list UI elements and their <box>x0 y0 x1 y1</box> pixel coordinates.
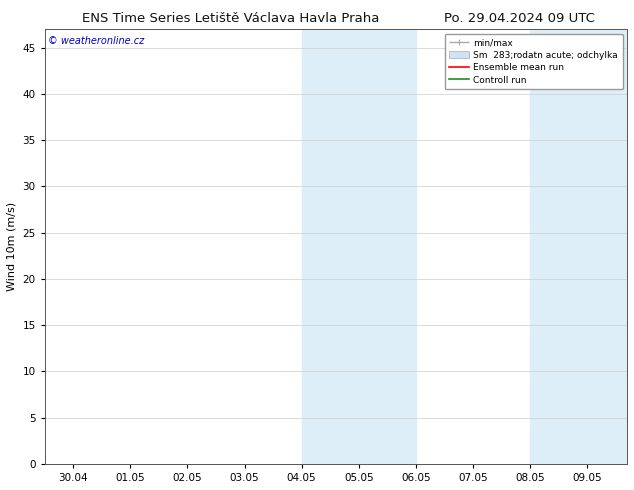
Text: ENS Time Series Letiště Václava Havla Praha: ENS Time Series Letiště Václava Havla Pr… <box>82 12 380 25</box>
Text: © weatheronline.cz: © weatheronline.cz <box>48 35 144 46</box>
Bar <box>302 29 416 464</box>
Text: Po. 29.04.2024 09 UTC: Po. 29.04.2024 09 UTC <box>444 12 595 25</box>
Y-axis label: Wind 10m (m/s): Wind 10m (m/s) <box>7 202 17 291</box>
Bar <box>530 29 627 464</box>
Legend: min/max, Sm  283;rodatn acute; odchylka, Ensemble mean run, Controll run: min/max, Sm 283;rodatn acute; odchylka, … <box>444 33 623 89</box>
